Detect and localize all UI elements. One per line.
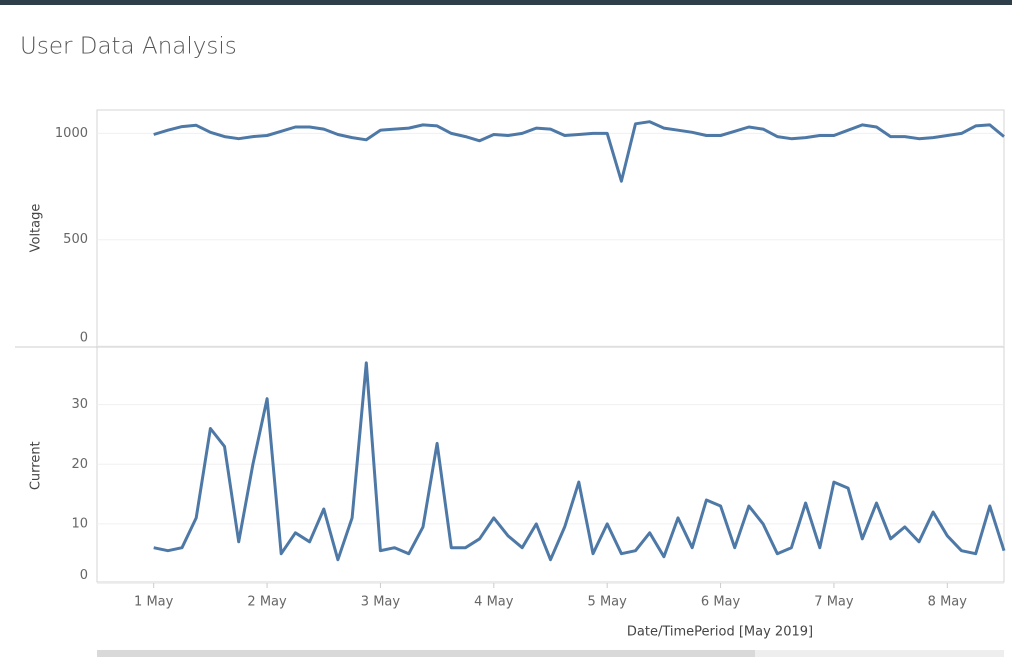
- y-tick-label: 10: [71, 516, 88, 531]
- y-tick-label: 500: [63, 232, 88, 247]
- y-axis-title: Current: [29, 441, 44, 490]
- x-tick-label: 8 May: [928, 595, 968, 610]
- series-line: [153, 120, 1005, 183]
- series-line: [153, 361, 1006, 562]
- scrollbar-thumb[interactable]: [97, 650, 755, 657]
- y-tick-label: 1000: [55, 126, 88, 141]
- top-bar: [0, 0, 1012, 5]
- x-axis-title: Date/TimePeriod [May 2019]: [627, 625, 813, 640]
- x-tick-label: 7 May: [814, 595, 854, 610]
- x-tick-label: 2 May: [247, 595, 287, 610]
- x-tick-label: 5 May: [588, 595, 628, 610]
- y-axis-title: Voltage: [29, 204, 44, 253]
- x-tick-label: 3 May: [361, 595, 401, 610]
- x-tick-label: 1 May: [134, 595, 174, 610]
- dashboard-title: User Data Analysis: [20, 34, 237, 60]
- y-tick-label: 0: [80, 568, 88, 583]
- x-tick-label: 4 May: [474, 595, 514, 610]
- y-tick-label: 30: [71, 397, 88, 412]
- x-tick-label: 6 May: [701, 595, 741, 610]
- y-tick-label: 0: [80, 331, 88, 346]
- y-tick-label: 20: [71, 457, 88, 472]
